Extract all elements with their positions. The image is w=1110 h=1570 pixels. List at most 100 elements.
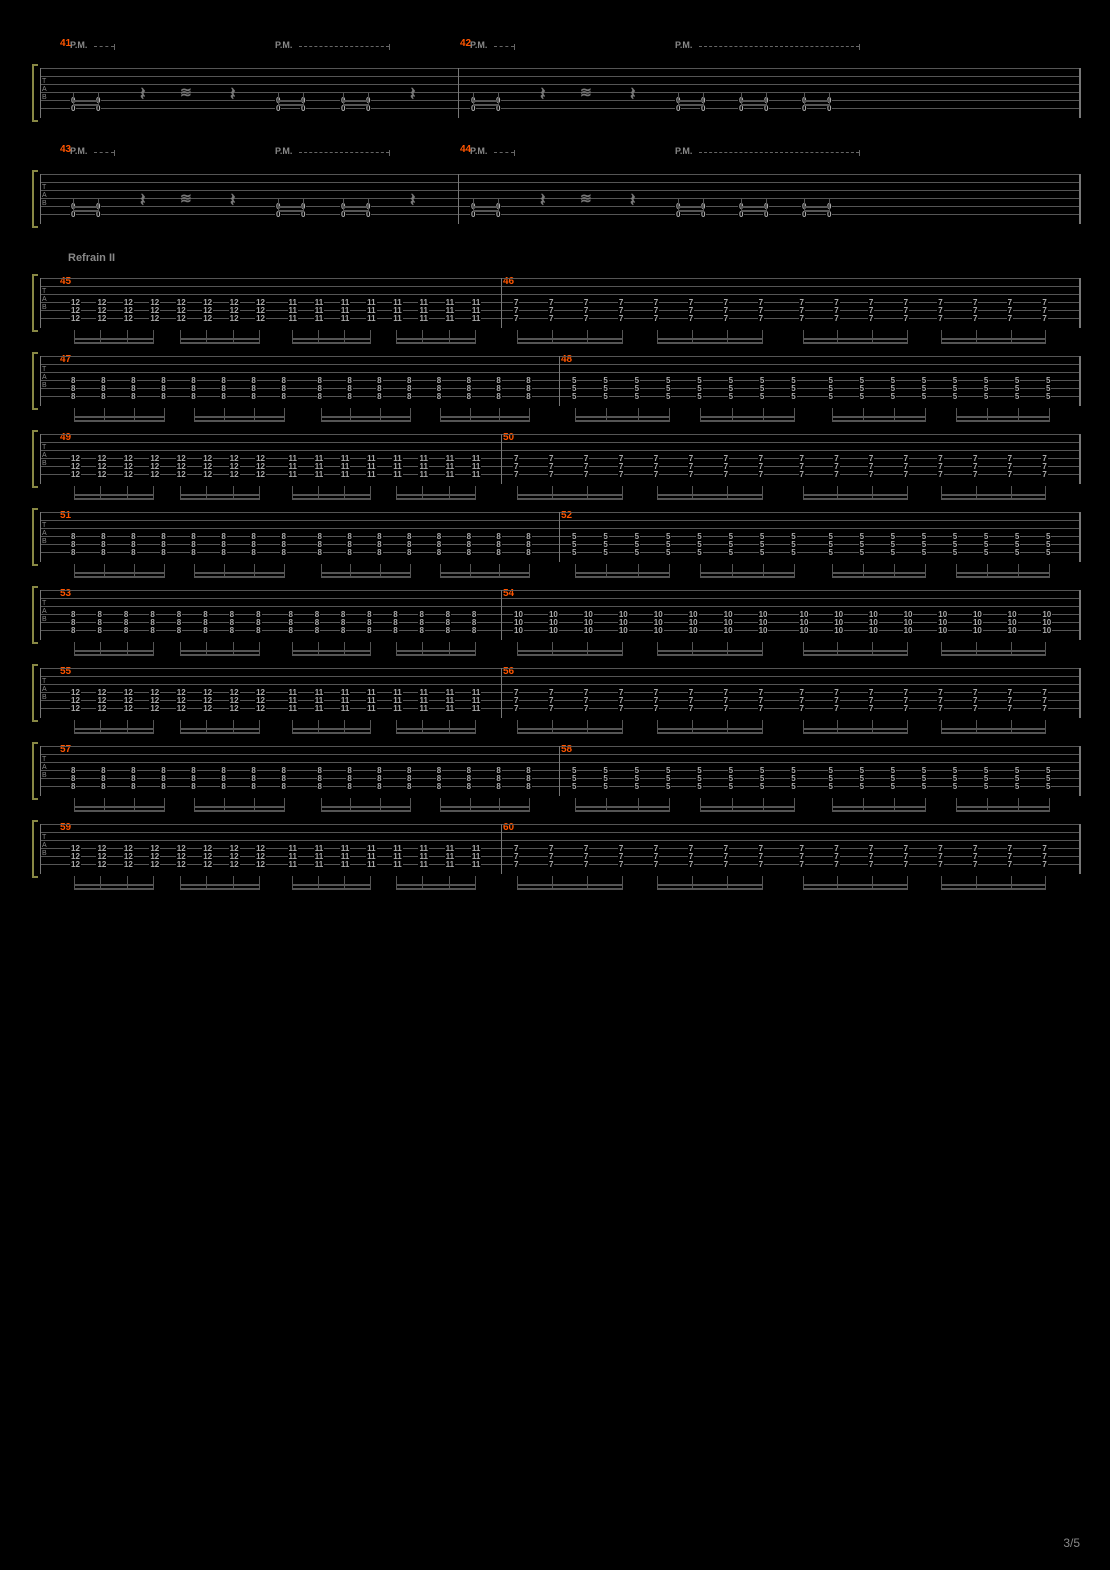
tab-staff: TAB8888888888888888888888888888888888888…	[40, 512, 1080, 562]
fret-number: 7	[1007, 470, 1013, 479]
fret-number: 7	[723, 704, 729, 713]
fret-number: 8	[280, 782, 286, 791]
measure-number: 44	[460, 144, 471, 155]
fret-number: 12	[176, 470, 187, 479]
fret-number: 5	[952, 392, 958, 401]
fret-number: 10	[833, 626, 844, 635]
fret-number: 8	[202, 626, 208, 635]
tab-staff: TAB1212121212121212121212121212121212121…	[40, 824, 1080, 874]
fret-number: 8	[70, 782, 76, 791]
fret-number: 11	[392, 470, 402, 479]
fret-number: 8	[495, 548, 501, 557]
fret-number: 5	[890, 782, 896, 791]
fret-number: 11	[471, 470, 481, 479]
fret-number: 8	[160, 392, 166, 401]
fret-number: 5	[890, 392, 896, 401]
system-bracket	[32, 664, 38, 722]
fret-number: 10	[758, 626, 769, 635]
fret-number: 5	[828, 782, 834, 791]
fret-number: 12	[149, 704, 160, 713]
fret-number: 7	[972, 314, 978, 323]
fret-number: 8	[280, 392, 286, 401]
fret-number: 7	[758, 470, 764, 479]
fret-number: 8	[376, 782, 382, 791]
fret-number: 8	[525, 392, 531, 401]
fret-number: 11	[418, 470, 428, 479]
fret-number: 11	[314, 314, 324, 323]
fret-number: 7	[653, 860, 659, 869]
fret-number: 11	[288, 470, 298, 479]
fret-number: 12	[70, 470, 81, 479]
fret-number: 7	[513, 314, 519, 323]
fret-number: 5	[1014, 392, 1020, 401]
fret-number: 12	[229, 470, 240, 479]
fret-number: 8	[190, 548, 196, 557]
measure-number: 43	[60, 144, 71, 155]
fret-number: 7	[903, 704, 909, 713]
fret-number: 5	[1014, 548, 1020, 557]
fret-number: 5	[634, 392, 640, 401]
fret-number: 7	[972, 860, 978, 869]
fret-number: 8	[406, 548, 412, 557]
system-bracket	[32, 742, 38, 800]
fret-number: 8	[160, 548, 166, 557]
fret-number: 7	[548, 314, 554, 323]
fret-number: 11	[366, 314, 376, 323]
fret-number: 8	[123, 626, 129, 635]
fret-number: 12	[149, 860, 160, 869]
fret-number: 8	[100, 782, 106, 791]
palm-mute-label: P.M.	[470, 146, 487, 156]
beam-group	[40, 876, 1080, 894]
fret-number: 8	[100, 548, 106, 557]
fret-number: 7	[868, 314, 874, 323]
fret-number: 8	[445, 626, 451, 635]
fret-number: 8	[495, 392, 501, 401]
fret-number: 5	[952, 548, 958, 557]
fret-number: 8	[288, 626, 294, 635]
fret-number: 5	[828, 392, 834, 401]
fret-number: 12	[70, 314, 81, 323]
fret-number: 7	[723, 314, 729, 323]
fret-number: 12	[70, 860, 81, 869]
fret-number: 11	[418, 314, 428, 323]
fret-number: 7	[758, 314, 764, 323]
fret-number: 8	[436, 548, 442, 557]
fret-number: 7	[833, 314, 839, 323]
fret-number: 5	[1045, 782, 1051, 791]
fret-number: 7	[618, 314, 624, 323]
fret-number: 12	[70, 704, 81, 713]
palm-mute-label: P.M.	[675, 40, 692, 50]
fret-number: 8	[220, 548, 226, 557]
system-bracket	[32, 820, 38, 878]
beam-group	[40, 642, 1080, 660]
fret-number: 12	[202, 470, 213, 479]
fret-number: 7	[1041, 470, 1047, 479]
tab-system: 4546TAB121212121212121212121212121212121…	[40, 278, 1080, 328]
fret-number: 7	[513, 704, 519, 713]
fret-number: 5	[728, 548, 734, 557]
fret-number: 7	[583, 704, 589, 713]
fret-number: 11	[392, 314, 402, 323]
fret-number: 8	[250, 392, 256, 401]
fret-number: 12	[123, 860, 134, 869]
fret-number: 11	[340, 860, 350, 869]
fret-number: 8	[525, 548, 531, 557]
palm-mute-label: P.M.	[275, 146, 292, 156]
fret-number: 10	[1041, 626, 1052, 635]
fret-number: 5	[859, 392, 865, 401]
fret-number: 8	[466, 392, 472, 401]
fret-number: 8	[340, 626, 346, 635]
fret-number: 5	[571, 782, 577, 791]
fret-number: 8	[149, 626, 155, 635]
fret-number: 8	[130, 548, 136, 557]
fret-number: 8	[255, 626, 261, 635]
fret-number: 7	[583, 860, 589, 869]
fret-number: 10	[513, 626, 524, 635]
fret-number: 5	[728, 782, 734, 791]
fret-number: 7	[937, 314, 943, 323]
fret-number: 12	[96, 470, 107, 479]
fret-number: 7	[937, 860, 943, 869]
system-bracket	[32, 586, 38, 644]
fret-number: 11	[392, 860, 402, 869]
fret-number: 8	[220, 782, 226, 791]
